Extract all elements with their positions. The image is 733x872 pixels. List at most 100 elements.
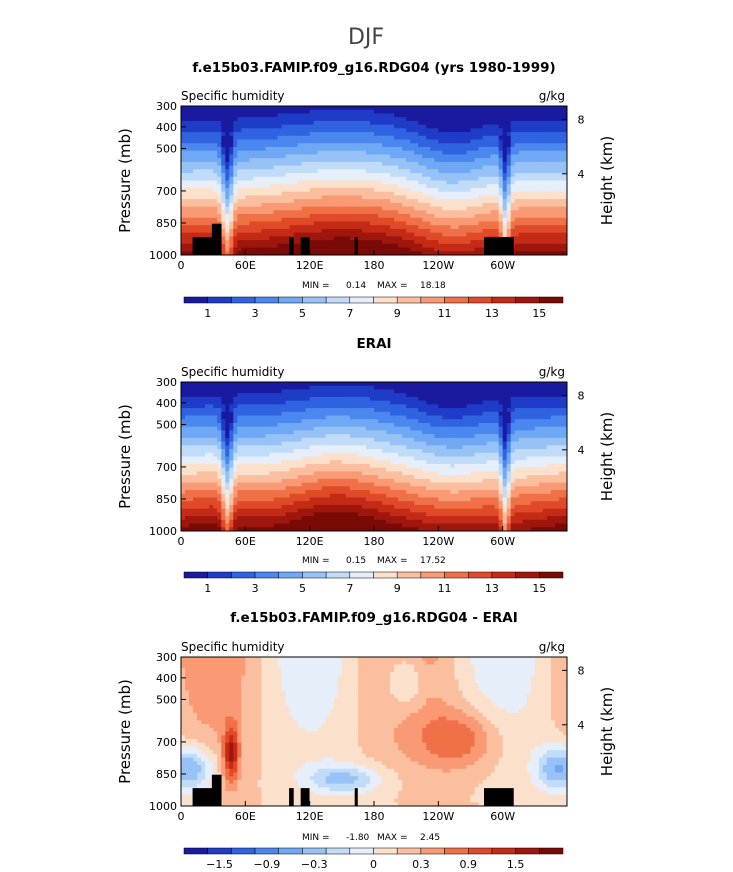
- heatmap-cell: [285, 419, 290, 424]
- heatmap-cell: [185, 400, 190, 405]
- heatmap-cell: [237, 128, 242, 133]
- heatmap-cell: [546, 128, 552, 133]
- heatmap-cell: [193, 404, 198, 409]
- heatmap-cell: [365, 419, 371, 424]
- heatmap-cell: [273, 113, 278, 118]
- heatmap-cell: [546, 158, 552, 163]
- heatmap-cell: [253, 165, 258, 170]
- heatmap-cell: [518, 214, 524, 219]
- heatmap-cell: [281, 385, 286, 390]
- heatmap-cell: [189, 173, 194, 178]
- heatmap-cell: [390, 199, 395, 204]
- heatmap-cell: [494, 173, 500, 178]
- heatmap-cell: [253, 408, 258, 413]
- heatmap-cell: [241, 411, 246, 416]
- heatmap-cell: [273, 154, 278, 159]
- heatmap-cell: [205, 154, 210, 159]
- heatmap-cell: [406, 228, 411, 234]
- heatmap-cell: [309, 184, 315, 189]
- heatmap-cell: [378, 404, 383, 409]
- heatmap-cell: [273, 247, 278, 252]
- heatmap-cell: [422, 408, 427, 413]
- heatmap-cell: [490, 128, 496, 133]
- y-tick-label: 850: [156, 217, 177, 230]
- heatmap-cell: [494, 393, 500, 398]
- heatmap-cell: [522, 214, 528, 219]
- heatmap-cell: [518, 232, 524, 237]
- heatmap-cell: [546, 382, 552, 387]
- heatmap-cell: [510, 389, 516, 394]
- heatmap-cell: [317, 228, 323, 234]
- heatmap-cell: [426, 385, 431, 390]
- heatmap-cell: [494, 408, 500, 413]
- heatmap-cell: [422, 117, 427, 122]
- heatmap-cell: [410, 117, 415, 122]
- heatmap-cell: [398, 184, 403, 189]
- heatmap-cell: [349, 173, 355, 178]
- heatmap-cell: [470, 180, 475, 185]
- heatmap-cell: [273, 382, 278, 387]
- heatmap-cell: [386, 419, 391, 424]
- heatmap-cell: [185, 214, 190, 219]
- heatmap-cell: [241, 109, 246, 114]
- heatmap-cell: [225, 382, 230, 387]
- heatmap-cell: [502, 232, 508, 237]
- heatmap-cell: [365, 404, 371, 409]
- heatmap-cell: [482, 225, 487, 230]
- heatmap-cell: [454, 165, 459, 170]
- heatmap-cell: [257, 165, 262, 170]
- heatmap-cell: [261, 161, 266, 167]
- heatmap-cell: [321, 169, 327, 174]
- heatmap-cell: [185, 165, 190, 170]
- heatmap-cell: [205, 165, 210, 170]
- heatmap-cell: [522, 243, 528, 248]
- heatmap-cell: [394, 113, 399, 118]
- heatmap-cell: [562, 206, 568, 211]
- heatmap-cell: [502, 173, 508, 178]
- heatmap-cell: [321, 389, 327, 394]
- heatmap-cell: [241, 404, 246, 409]
- heatmap-cell: [374, 158, 379, 163]
- heatmap-cell: [325, 251, 331, 256]
- heatmap-cell: [305, 128, 311, 133]
- heatmap-cell: [410, 165, 415, 170]
- heatmap-cell: [257, 210, 262, 215]
- heatmap-cell: [293, 199, 298, 204]
- heatmap-cell: [474, 400, 479, 405]
- heatmap-cell: [185, 419, 190, 424]
- heatmap-cell: [245, 214, 250, 219]
- heatmap-cell: [261, 214, 266, 219]
- heatmap-cell: [269, 393, 274, 398]
- heatmap-cell: [193, 382, 198, 387]
- heatmap-cell: [502, 187, 508, 193]
- heatmap-cell: [502, 206, 508, 211]
- heatmap-cell: [510, 158, 516, 163]
- heatmap-cell: [562, 113, 568, 118]
- heatmap-cell: [514, 217, 520, 222]
- heatmap-cell: [197, 128, 202, 133]
- heatmap-cell: [526, 120, 532, 126]
- heatmap-cell: [277, 202, 282, 207]
- heatmap-cell: [273, 109, 278, 114]
- heatmap-cell: [301, 191, 307, 196]
- heatmap-cell: [185, 210, 190, 215]
- heatmap-cell: [325, 247, 331, 252]
- heatmap-cell: [321, 135, 327, 140]
- heatmap-cell: [526, 173, 532, 178]
- heatmap-cell: [341, 385, 347, 390]
- heatmap-cell: [325, 135, 331, 140]
- heatmap-cell: [273, 240, 278, 245]
- heatmap-cell: [325, 217, 331, 222]
- heatmap-cell: [518, 236, 524, 241]
- heatmap-cell: [514, 251, 520, 256]
- heatmap-cell: [518, 150, 524, 155]
- heatmap-cell: [281, 225, 286, 230]
- heatmap-cell: [422, 247, 427, 252]
- heatmap-cell: [434, 173, 439, 178]
- heatmap-cell: [518, 187, 524, 193]
- heatmap-cell: [309, 214, 315, 219]
- heatmap-cell: [402, 124, 407, 129]
- heatmap-cell: [534, 128, 540, 133]
- heatmap-cell: [562, 228, 568, 234]
- heatmap-cell: [382, 191, 387, 196]
